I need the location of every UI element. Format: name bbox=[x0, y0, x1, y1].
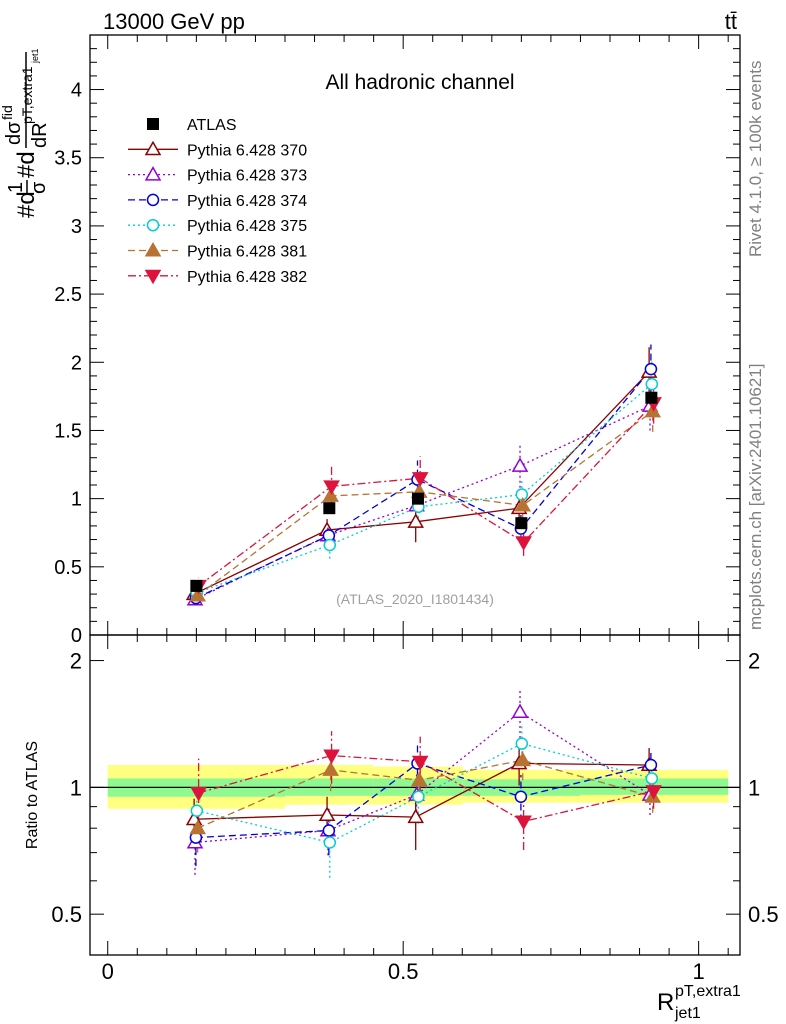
main-point-4-3 bbox=[514, 496, 532, 512]
ylabel-prefix: #d bbox=[13, 191, 40, 218]
legend-label-2: Pythia 6.428 374 bbox=[187, 193, 307, 210]
main-y-axis-label: #d 1 σ #d dσ fid dR pT,extra1 jet1 bbox=[0, 48, 51, 218]
ratio-point-0-1 bbox=[318, 806, 336, 821]
ylabel-subsub: jet1 bbox=[30, 48, 40, 64]
ratio-point-4-2 bbox=[411, 771, 428, 787]
xlabel-sup: pT,extra1 bbox=[675, 983, 741, 1000]
atlas-point-0 bbox=[190, 579, 203, 592]
main-y-tick-label: 2.5 bbox=[54, 284, 82, 306]
ratio-point-5-3 bbox=[515, 815, 532, 830]
energy-label: 13000 GeV pp bbox=[103, 9, 245, 34]
main-point-4-1 bbox=[322, 487, 339, 502]
main-point-3-4 bbox=[645, 377, 659, 391]
main-point-5-3 bbox=[515, 536, 532, 551]
data-markers bbox=[185, 362, 662, 849]
legend-label-1: Pythia 6.428 373 bbox=[187, 168, 307, 185]
ylabel-dsigma: dσ bbox=[3, 121, 25, 145]
ratio-y-tick-label-right: 1 bbox=[748, 775, 760, 800]
atlas-point-4 bbox=[645, 391, 658, 404]
ratio-y-tick-label: 2 bbox=[70, 649, 82, 674]
ratio-point-4-1 bbox=[322, 761, 339, 776]
ratio-point-5-2 bbox=[411, 755, 429, 771]
main-point-3-1 bbox=[323, 538, 337, 552]
ratio-uncertainty-bands bbox=[90, 765, 740, 809]
ratio-y-tick-label-right: 2 bbox=[748, 649, 760, 674]
ratio-point-3-1 bbox=[323, 836, 337, 849]
legend-label-3: Pythia 6.428 375 bbox=[187, 218, 307, 235]
analysis-watermark: (ATLAS_2020_I1801434) bbox=[336, 591, 494, 607]
main-y-tick-label: 1 bbox=[71, 489, 82, 511]
main-y-tick-label: 2 bbox=[71, 352, 82, 374]
ratio-point-5-1 bbox=[323, 749, 340, 765]
main-point-1-3 bbox=[511, 457, 529, 472]
main-point-2-4 bbox=[644, 362, 658, 376]
ratio-point-3-3 bbox=[515, 737, 529, 750]
main-point-4-4 bbox=[644, 402, 662, 418]
legend-label-5: Pythia 6.428 382 bbox=[187, 269, 307, 286]
legend-marker-4 bbox=[144, 241, 162, 257]
atlas-point-1 bbox=[323, 502, 336, 515]
ratio-point-2-1 bbox=[322, 824, 336, 837]
ratio-point-5-4 bbox=[645, 785, 662, 800]
legend-marker-atlas bbox=[147, 118, 159, 130]
legend-marker-0 bbox=[144, 140, 162, 156]
ratio-point-3-4 bbox=[645, 772, 659, 785]
ratio-point-1-3 bbox=[511, 703, 529, 718]
legend-marker-5 bbox=[144, 269, 162, 285]
x-tick-label: 1 bbox=[693, 959, 705, 984]
main-y-tick-label: 3.5 bbox=[54, 148, 82, 170]
ratio-y-tick-label-right: 0.5 bbox=[748, 902, 779, 927]
ylabel-mid: #d bbox=[13, 151, 40, 178]
legend-marker-3 bbox=[146, 218, 160, 232]
ylabel-sigma: σ bbox=[28, 181, 50, 194]
x-axis-label: R pT,extra1 jet1 bbox=[657, 983, 741, 1022]
chart-title: All hadronic channel bbox=[325, 71, 514, 94]
atlas-point-3 bbox=[515, 517, 528, 530]
main-y-tick-label: 4 bbox=[71, 80, 82, 102]
main-point-0-2 bbox=[407, 513, 424, 528]
ratio-point-4-3 bbox=[514, 751, 532, 767]
x-tick-label: 0.5 bbox=[388, 959, 419, 984]
axis-ticks: 0 0.5 1 1.5 2 2.5 3 3.5 4 0 0.5 1 0.5 0.5 1 1 2 2 bbox=[51, 35, 779, 984]
legend-marker-2 bbox=[146, 193, 160, 207]
main-y-tick-label: 0 bbox=[71, 625, 82, 647]
main-point-3-3 bbox=[515, 488, 529, 501]
ratio-panel-frame bbox=[89, 634, 741, 956]
xlabel-main: R bbox=[657, 989, 674, 1016]
main-y-tick-label: 0.5 bbox=[54, 557, 82, 579]
x-tick-label: 0 bbox=[102, 959, 114, 984]
ratio-point-2-3 bbox=[514, 790, 528, 804]
legend: ATLAS Pythia 6.428 370 Pythia 6.428 373 Pyt… bbox=[128, 117, 307, 286]
main-y-tick-label: 1.5 bbox=[54, 420, 82, 442]
ratio-point-5-0 bbox=[190, 786, 207, 802]
legend-label-atlas: ATLAS bbox=[187, 117, 237, 134]
main-point-5-1 bbox=[323, 480, 340, 495]
ratio-point-2-4 bbox=[644, 758, 658, 772]
ratio-point-3-0 bbox=[190, 804, 204, 818]
atlas-point-2 bbox=[411, 492, 424, 505]
legend-marker-1 bbox=[144, 166, 162, 181]
main-line-2 bbox=[195, 368, 652, 599]
ylabel-one: 1 bbox=[5, 182, 27, 193]
mcplots-label: mcplots.cern.ch [arXiv:2401.10621] bbox=[746, 363, 765, 630]
ylabel-sub: pT,extra1 bbox=[19, 66, 35, 124]
main-y-tick-label: 3 bbox=[71, 216, 82, 238]
main-point-4-0 bbox=[189, 586, 207, 602]
xlabel-sub: jet1 bbox=[674, 1005, 701, 1022]
ratio-point-3-2 bbox=[412, 790, 425, 804]
process-label: tt̄ bbox=[725, 9, 737, 34]
ratio-y-axis-label: Ratio to ATLAS bbox=[24, 741, 41, 849]
ratio-y-tick-label: 0.5 bbox=[51, 902, 82, 927]
rivet-version-label: Rivet 4.1.0, ≥ 100k events bbox=[746, 60, 765, 257]
ratio-point-0-2 bbox=[407, 808, 424, 824]
legend-label-4: Pythia 6.428 381 bbox=[187, 244, 307, 261]
ylabel-dr: dR bbox=[29, 122, 51, 148]
main-point-5-2 bbox=[411, 472, 429, 487]
ratio-y-tick-label: 1 bbox=[70, 775, 82, 800]
legend-label-0: Pythia 6.428 370 bbox=[187, 142, 307, 159]
main-line-3 bbox=[196, 383, 653, 594]
ratio-point-4-0 bbox=[189, 819, 207, 835]
ylabel-fid: fid bbox=[0, 105, 15, 120]
